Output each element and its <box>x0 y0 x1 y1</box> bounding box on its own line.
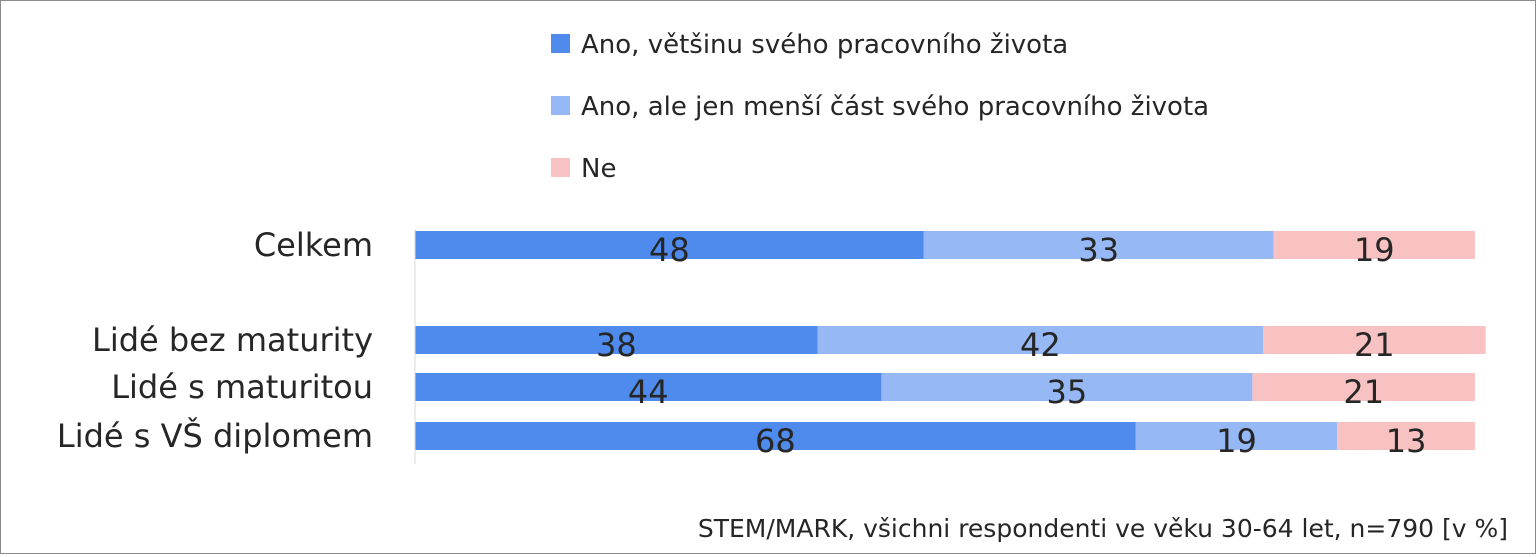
legend-swatch-2 <box>551 96 570 115</box>
bar-lide-s-maturitou-series-2 <box>881 373 1253 401</box>
legend: Ano, většinu svého pracovního života Ano,… <box>551 30 1209 184</box>
data-label-lide-s-maturitou-series-3: 21 <box>1343 373 1384 411</box>
data-label-lide-bez-maturity-series-3: 21 <box>1354 326 1395 364</box>
bar-lide-s-maturitou-series-1 <box>415 373 882 401</box>
data-label-celkem-series-2: 33 <box>1078 231 1119 269</box>
bar-lide-s-vs-diplomem-series-1 <box>415 422 1136 450</box>
category-label-celkem: Celkem <box>254 226 373 264</box>
data-label-lide-s-vs-diplomem-series-1: 68 <box>755 422 796 460</box>
category-label-lide-s-maturitou: Lidé s maturitou <box>111 368 373 406</box>
category-label-lide-s-vs-diplomem: Lidé s VŠ diplomem <box>57 416 373 455</box>
bar-lide-bez-maturity-series-2 <box>817 326 1263 354</box>
source-note: STEM/MARK, všichni respondenti ve věku 3… <box>698 514 1508 543</box>
data-label-lide-bez-maturity-series-1: 38 <box>596 326 637 364</box>
bar-celkem-series-1 <box>415 231 924 259</box>
bar-lide-s-maturitou-series-3 <box>1252 373 1475 401</box>
data-label-celkem-series-1: 48 <box>649 231 690 269</box>
legend-swatch-3 <box>551 158 570 177</box>
data-labels: 48 33 19 38 42 21 44 35 21 68 19 13 <box>596 231 1426 460</box>
bar-celkem-series-2 <box>923 231 1274 259</box>
bar-lide-s-vs-diplomem-series-2 <box>1135 422 1338 450</box>
legend-label-1: Ano, většinu svého pracovního života <box>581 30 1068 60</box>
category-label-lide-bez-maturity: Lidé bez maturity <box>92 321 373 359</box>
data-label-lide-s-maturitou-series-1: 44 <box>628 373 669 411</box>
bar-lide-bez-maturity-series-1 <box>415 326 818 354</box>
data-label-lide-s-vs-diplomem-series-3: 13 <box>1386 422 1427 460</box>
data-label-celkem-series-3: 19 <box>1354 231 1395 269</box>
bar-celkem-series-3 <box>1273 231 1475 259</box>
legend-label-3: Ne <box>581 154 616 184</box>
category-labels: Celkem Lidé bez maturity Lidé s maturitou L… <box>57 226 373 455</box>
bars <box>415 231 1486 450</box>
legend-label-2: Ano, ale jen menší část svého pracovního… <box>581 92 1209 122</box>
bar-lide-s-vs-diplomem-series-3 <box>1337 422 1475 450</box>
data-label-lide-s-vs-diplomem-series-2: 19 <box>1216 422 1257 460</box>
data-label-lide-s-maturitou-series-2: 35 <box>1047 373 1088 411</box>
data-label-lide-bez-maturity-series-2: 42 <box>1020 326 1061 364</box>
legend-swatch-1 <box>551 34 570 53</box>
bar-lide-bez-maturity-series-3 <box>1263 326 1486 354</box>
